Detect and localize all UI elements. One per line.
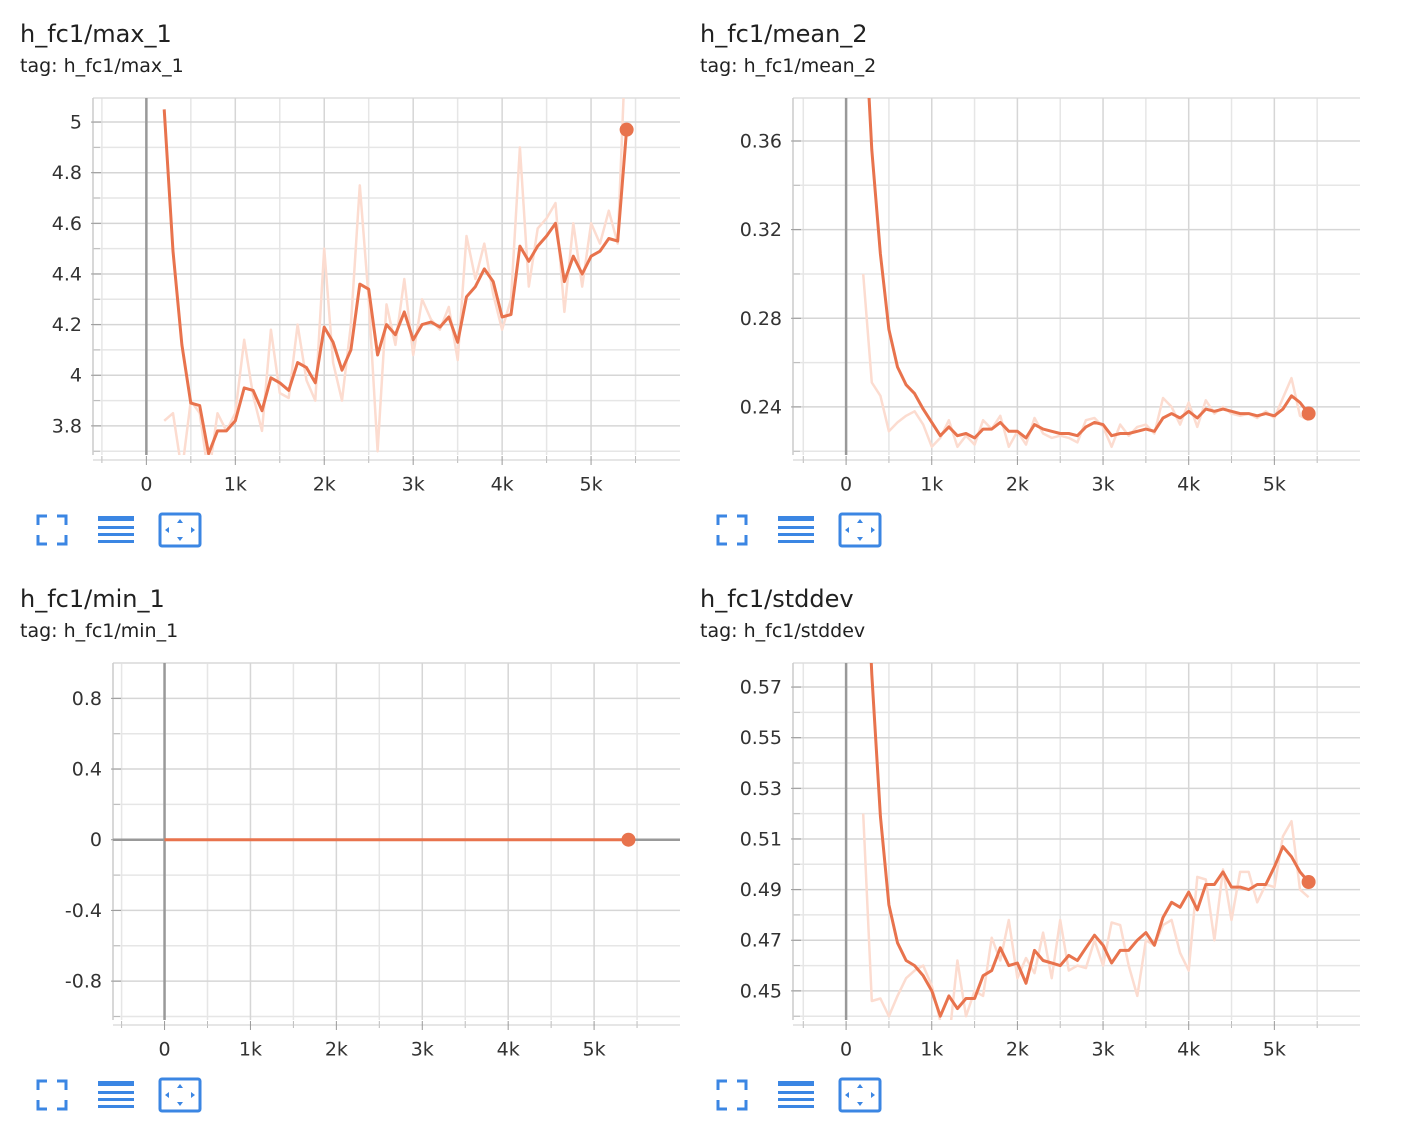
fullscreen-button[interactable]: [36, 1079, 68, 1111]
chart: 0.24 0.28 0.32 0.36 0 1k 2k 3k 4k 5k: [740, 97, 1360, 496]
x-tick-label: 0: [140, 474, 152, 496]
toolbar: [36, 1077, 202, 1113]
x-tick-label: 1k: [239, 1039, 262, 1061]
x-tick-label: 3k: [1092, 1039, 1115, 1061]
series-group: [861, 663, 1310, 1020]
y-tick-label: 0.24: [740, 396, 782, 418]
y-tick-label: 0.47: [740, 930, 782, 952]
y-tick-label: 4.6: [52, 213, 82, 235]
x-tick-label: 3k: [411, 1039, 434, 1061]
series-line: [861, 273, 1310, 449]
y-tick-label: 0.32: [740, 219, 782, 241]
x-tick-label: 2k: [325, 1039, 348, 1061]
y-tick-label: 4.4: [52, 263, 82, 285]
x-tick-label: 4k: [1177, 474, 1200, 496]
x-tick-label: 2k: [1006, 1039, 1029, 1061]
fullscreen-button[interactable]: [716, 514, 748, 546]
chart-subtitle: tag: h_fc1/mean_2: [700, 55, 876, 77]
x-tick-label: 0: [158, 1039, 170, 1061]
y-tick-label: 4: [70, 365, 82, 387]
chart: -0.8 -0.4 0 0.4 0.8 0 1k 2k 3k 4k 5k: [65, 662, 680, 1061]
x-tick-label: 1k: [224, 474, 247, 496]
chart-subtitle: tag: h_fc1/max_1: [20, 55, 184, 77]
series-line: [861, 813, 1310, 1020]
y-tick-label: 0.51: [740, 828, 782, 850]
fullscreen-button[interactable]: [716, 1079, 748, 1111]
series-line: [163, 98, 625, 455]
chart: 0.45 0.47 0.49 0.51 0.53 0.55 0.57 0 1k 2k 3k 4k 5k: [740, 662, 1360, 1061]
y-tick-label: -0.8: [65, 971, 102, 993]
x-tick-label: 3k: [402, 474, 425, 496]
chart-title: h_fc1/min_1: [20, 585, 165, 613]
x-tick-label: 2k: [313, 474, 336, 496]
x-tick-label: 5k: [1263, 474, 1286, 496]
y-tick-label: 0.55: [740, 727, 782, 749]
chart-title: h_fc1/mean_2: [700, 20, 868, 48]
series-line: [869, 663, 1310, 1018]
chart-title: h_fc1/stddev: [700, 585, 854, 613]
toolbar: [716, 1077, 882, 1113]
y-tick-label: 4.8: [52, 162, 82, 184]
toolbar: [716, 512, 882, 548]
series-line: [162, 109, 629, 455]
toggle-log-button[interactable]: [778, 516, 814, 543]
chart-title: h_fc1/max_1: [20, 20, 172, 48]
y-tick-label: 0.8: [72, 688, 102, 710]
series-line: [867, 98, 1310, 440]
fit-domain-button[interactable]: [838, 512, 882, 548]
fit-domain-button[interactable]: [158, 512, 202, 548]
series-group: [162, 98, 629, 455]
x-tick-label: 5k: [583, 1039, 606, 1061]
chart: 3.8 4 4.2 4.4 4.6 4.8 5 0 1k 2k 3k 4k 5k: [52, 97, 680, 496]
toolbar: [36, 512, 202, 548]
x-tick-label: 4k: [491, 474, 514, 496]
fullscreen-button[interactable]: [36, 514, 68, 546]
last-point: [619, 122, 634, 137]
last-point: [1301, 406, 1316, 421]
y-tick-label: 3.8: [52, 415, 82, 437]
x-tick-label: 3k: [1092, 474, 1115, 496]
series-group: [861, 98, 1310, 449]
x-tick-label: 1k: [920, 1039, 943, 1061]
y-tick-label: 4.2: [52, 314, 82, 336]
y-tick-label: 0.53: [740, 778, 782, 800]
toggle-log-button[interactable]: [98, 1081, 134, 1108]
y-tick-label: 0.4: [72, 759, 102, 781]
x-tick-label: 4k: [497, 1039, 520, 1061]
y-tick-label: 0.57: [740, 677, 782, 699]
y-tick-label: 0.45: [740, 980, 782, 1002]
y-tick-label: 5: [70, 112, 82, 134]
fit-domain-button[interactable]: [158, 1077, 202, 1113]
x-tick-label: 5k: [1263, 1039, 1286, 1061]
y-tick-label: 0.36: [740, 130, 782, 152]
chart-subtitle: tag: h_fc1/stddev: [700, 620, 865, 642]
x-tick-label: 0: [840, 1039, 852, 1061]
x-tick-label: 5k: [580, 474, 603, 496]
y-tick-label: 0: [90, 829, 102, 851]
x-tick-label: 0: [840, 474, 852, 496]
y-tick-label: 0.28: [740, 308, 782, 330]
x-tick-label: 4k: [1177, 1039, 1200, 1061]
fit-domain-button[interactable]: [838, 1077, 882, 1113]
x-tick-label: 1k: [920, 474, 943, 496]
toggle-log-button[interactable]: [98, 516, 134, 543]
last-point: [1301, 875, 1316, 890]
x-tick-label: 2k: [1006, 474, 1029, 496]
last-point: [621, 832, 636, 847]
chart-subtitle: tag: h_fc1/min_1: [20, 620, 178, 642]
y-tick-label: -0.4: [65, 900, 102, 922]
y-tick-label: 0.49: [740, 879, 782, 901]
toggle-log-button[interactable]: [778, 1081, 814, 1108]
